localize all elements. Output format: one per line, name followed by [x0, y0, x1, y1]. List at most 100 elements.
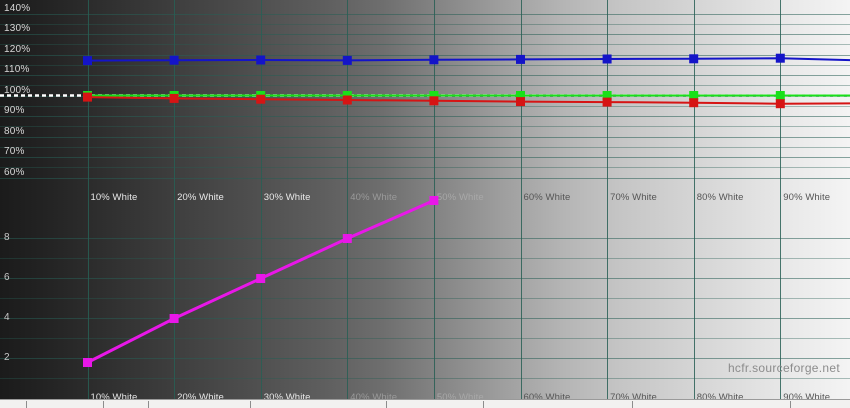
primary-axis-tick-label: 60% — [4, 166, 25, 178]
gridline-horizontal — [0, 116, 850, 117]
x-axis-tick-label: 10% White — [90, 192, 138, 203]
primary-axis-tick-label: 70% — [4, 146, 25, 157]
x-axis-tick-label: 60% White — [523, 392, 571, 403]
series-marker — [169, 55, 179, 65]
toolbar-separator — [250, 401, 252, 408]
x-axis-tick-label: 50% White — [436, 392, 484, 403]
gridline-horizontal-minor — [0, 298, 850, 299]
gridline-horizontal-minor — [0, 85, 850, 86]
series-blue — [83, 53, 850, 66]
primary-axis-tick-label: 120% — [4, 43, 31, 55]
toolbar-separator — [483, 401, 485, 408]
series-marker — [516, 97, 525, 107]
series-marker — [342, 234, 352, 243]
gridline-vertical — [606, 0, 608, 408]
series-marker — [602, 91, 612, 100]
gridline-vertical — [346, 0, 348, 408]
gridline-horizontal — [0, 318, 850, 319]
gridline-horizontal-minor — [0, 258, 850, 259]
x-axis-tick-label: 90% White — [783, 392, 831, 403]
series-line — [87, 57, 850, 62]
series-marker — [689, 91, 699, 100]
series-marker — [775, 53, 785, 63]
series-marker — [689, 98, 699, 108]
gridline-horizontal-minor — [0, 167, 850, 168]
x-axis-tick-label: 40% White — [350, 192, 398, 203]
x-axis-tick-label: 20% White — [177, 192, 224, 203]
gridline-horizontal-minor — [0, 106, 850, 107]
gridline-horizontal-minor — [0, 126, 850, 127]
series-marker — [256, 94, 266, 104]
series-marker — [169, 314, 179, 323]
series-marker — [83, 92, 92, 102]
gridline-vertical — [173, 0, 175, 408]
x-axis-tick-label: 40% White — [350, 392, 398, 403]
x-axis-tick-label: 30% White — [263, 192, 311, 203]
x-axis-tick-label: 10% White — [90, 392, 138, 403]
x-axis-tick-label: 60% White — [523, 192, 571, 203]
series-marker — [429, 96, 439, 106]
secondary-axis-tick-label: 4 — [4, 311, 10, 323]
series-marker — [429, 55, 439, 65]
series-marker — [342, 95, 352, 105]
primary-axis-tick-label: 90% — [4, 105, 25, 116]
primary-axis-tick-label: 130% — [4, 23, 31, 34]
toolbar-separator — [26, 401, 28, 408]
gridline-horizontal — [0, 75, 850, 76]
gridline-vertical — [779, 0, 781, 408]
gridline-horizontal — [0, 278, 850, 279]
series-marker — [429, 91, 439, 100]
series-marker — [775, 91, 785, 100]
x-axis-tick-label: 20% White — [177, 392, 224, 403]
x-axis-tick-label: 80% White — [696, 392, 744, 403]
primary-axis-tick-label: 110% — [4, 64, 30, 75]
series-marker — [516, 54, 525, 64]
gridline-horizontal — [0, 358, 850, 359]
secondary-axis-tick-label: 6 — [4, 271, 10, 283]
x-axis-tick-label: 90% White — [783, 192, 831, 203]
series-gamma — [83, 196, 439, 367]
gridline-vertical — [260, 0, 262, 408]
x-axis-tick-label: 70% White — [610, 392, 657, 403]
gridline-horizontal — [0, 55, 850, 56]
gridline-horizontal-minor — [0, 65, 850, 66]
toolbar-separator — [103, 401, 105, 408]
gridline-horizontal — [0, 178, 850, 179]
x-axis-tick-label: 50% White — [436, 192, 484, 203]
series-line — [87, 96, 850, 105]
gridline-horizontal-minor — [0, 378, 850, 379]
gridline-horizontal — [0, 157, 850, 158]
series-marker — [342, 55, 352, 65]
gridline-horizontal-minor — [0, 24, 850, 25]
primary-axis-tick-label: 80% — [4, 125, 25, 137]
toolbar-separator — [386, 401, 388, 408]
gridline-horizontal — [0, 14, 850, 15]
series-marker — [169, 93, 179, 103]
toolbar-separator — [632, 401, 634, 408]
series-marker — [602, 54, 612, 64]
gridline-vertical — [520, 0, 522, 408]
series-marker — [516, 91, 525, 100]
x-axis-tick-label: 80% White — [696, 192, 744, 203]
secondary-axis-tick-label: 8 — [4, 231, 10, 243]
series-marker — [775, 99, 785, 109]
primary-axis-tick-label: 100% — [4, 84, 31, 96]
series-marker — [602, 97, 612, 107]
secondary-axis-tick-label: 2 — [4, 351, 10, 363]
gridline-horizontal-minor — [0, 44, 850, 45]
toolbar-separator — [148, 401, 150, 408]
bottom-toolbar-strip[interactable] — [0, 399, 850, 408]
gridline-horizontal — [0, 137, 850, 138]
primary-axis-tick-label: 140% — [4, 2, 31, 14]
gridline-vertical — [87, 0, 89, 408]
series-red — [83, 92, 850, 109]
series-marker — [83, 56, 92, 66]
x-axis-tick-label: 30% White — [263, 392, 311, 403]
gridline-horizontal — [0, 238, 850, 239]
series-marker — [256, 55, 266, 65]
gridline-horizontal-minor — [0, 147, 850, 148]
series-marker — [256, 274, 266, 283]
watermark-label: hcfr.sourceforge.net — [727, 361, 840, 375]
